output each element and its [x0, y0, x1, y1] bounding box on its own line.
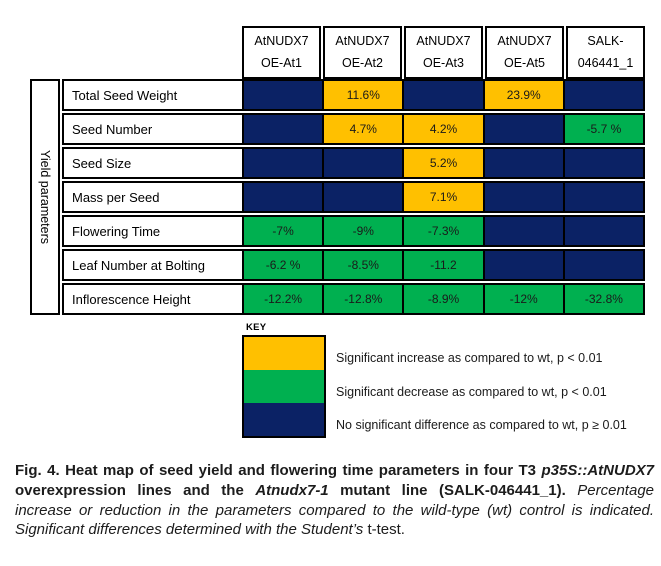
heatmap-cell: 7.1%	[404, 183, 485, 211]
heatmap-cell: -8.5%	[324, 251, 405, 279]
heatmap-rows: Total Seed Weight 11.6% 23.9% Seed Number 4.…	[62, 79, 645, 315]
legend-swatch-none	[244, 403, 324, 436]
figure-caption: Fig. 4. Heat map of seed yield and flowe…	[15, 461, 654, 540]
column-header-line: AtNUDX7	[254, 33, 309, 48]
heatmap-cell: 5.2%	[404, 149, 485, 177]
heatmap-cell	[484, 251, 565, 279]
heatmap-cell	[564, 183, 644, 211]
row-label: Leaf Number at Bolting	[64, 251, 244, 279]
caption-segment: Percentage increase or reduction in the …	[15, 481, 655, 539]
legend-title: KEY	[246, 322, 267, 333]
heatmap-cell: -12%	[484, 285, 565, 313]
row-label: Total Seed Weight	[64, 81, 244, 109]
column-header-line: AtNUDX7	[497, 33, 552, 48]
table-row: Seed Size 5.2%	[62, 147, 645, 179]
caption-segment: t-test.	[367, 521, 405, 539]
column-header: AtNUDX7 OE-At1	[242, 26, 321, 79]
row-label: Seed Number	[64, 115, 244, 143]
column-header: AtNUDX7 OE-At5	[485, 26, 564, 79]
legend-label: Significant decrease as compared to wt, …	[336, 384, 607, 399]
column-header-line: SALK-	[587, 33, 624, 48]
column-header-line: AtNUDX7	[416, 33, 471, 48]
heatmap-cell: -12.8%	[324, 285, 405, 313]
caption-segment: Fig. 4. Heat map of seed yield and flowe…	[15, 462, 542, 479]
column-header-line: OE-At1	[261, 55, 302, 70]
y-axis-group-label: Yield parameters	[30, 79, 60, 315]
heatmap-cell: 4.2%	[404, 115, 485, 143]
heatmap-cell: -7%	[244, 217, 325, 245]
legend-swatches	[242, 335, 326, 438]
table-row: Flowering Time -7% -9% -7.3%	[62, 215, 645, 247]
heatmap-cell: -32.8%	[564, 285, 644, 313]
heatmap-cell: -8.9%	[404, 285, 485, 313]
row-label: Mass per Seed	[64, 183, 244, 211]
caption-segment: p35S::AtNUDX7	[541, 462, 654, 479]
heatmap-cell	[564, 217, 644, 245]
legend-labels: Significant increase as compared to wt, …	[336, 335, 627, 435]
heatmap-cell	[484, 149, 565, 177]
heatmap-cell: -6.2 %	[244, 251, 325, 279]
column-header-line: AtNUDX7	[335, 33, 390, 48]
column-header: SALK- 046441_1	[566, 26, 645, 79]
caption-segment: Student’s	[301, 521, 368, 539]
column-header-line: OE-At3	[423, 55, 464, 70]
heatmap-cell: -7.3%	[404, 217, 485, 245]
heatmap-cell	[484, 183, 565, 211]
table-row: Seed Number 4.7% 4.2% -5.7 %	[62, 113, 645, 145]
heatmap-cell: 23.9%	[484, 81, 565, 109]
heatmap-cell	[564, 81, 644, 109]
column-headers: AtNUDX7 OE-At1 AtNUDX7 OE-At2 AtNUDX7 OE-At3 A…	[242, 26, 645, 79]
table-row: Total Seed Weight 11.6% 23.9%	[62, 79, 645, 111]
heatmap-cell: -11.2	[404, 251, 485, 279]
heatmap-cell: 4.7%	[324, 115, 405, 143]
column-header: AtNUDX7 OE-At2	[323, 26, 402, 79]
table-row: Mass per Seed 7.1%	[62, 181, 645, 213]
column-header-line: OE-At2	[342, 55, 383, 70]
caption-segment: mutant line (SALK-046441_1).	[328, 481, 566, 499]
y-axis-group-label-text: Yield parameters	[38, 149, 52, 245]
table-row: Inflorescence Height -12.2% -12.8% -8.9% -12…	[62, 283, 645, 315]
heatmap-cell: 11.6%	[324, 81, 405, 109]
heatmap-cell	[564, 251, 644, 279]
heatmap-cell: -9%	[324, 217, 405, 245]
heatmap-cell	[484, 217, 565, 245]
legend-swatch-increase	[244, 337, 324, 370]
row-label: Inflorescence Height	[64, 285, 244, 313]
heatmap-cell	[244, 115, 325, 143]
heatmap-cell	[324, 183, 405, 211]
caption-segment: Atnudx7-1	[255, 481, 329, 499]
heatmap-cell	[564, 149, 644, 177]
column-header-line: 046441_1	[577, 55, 634, 70]
heatmap-cell	[244, 81, 325, 109]
row-label: Flowering Time	[64, 217, 244, 245]
legend-label: No significant difference as compared to…	[336, 418, 627, 433]
legend-label: Significant increase as compared to wt, …	[336, 351, 603, 366]
heatmap-cell: -12.2%	[244, 285, 325, 313]
table-row: Leaf Number at Bolting -6.2 % -8.5% -11.2	[62, 249, 645, 281]
legend-swatch-decrease	[244, 370, 324, 403]
column-header-line: OE-At5	[504, 55, 545, 70]
column-header: AtNUDX7 OE-At3	[404, 26, 483, 79]
row-label: Seed Size	[64, 149, 244, 177]
heatmap-cell	[324, 149, 405, 177]
caption-segment: overexpression lines and the	[15, 481, 256, 499]
heatmap-cell	[484, 115, 565, 143]
heatmap-cell: -5.7 %	[564, 115, 644, 143]
heatmap-cell	[244, 149, 325, 177]
heatmap-cell	[244, 183, 325, 211]
heatmap-cell	[404, 81, 485, 109]
